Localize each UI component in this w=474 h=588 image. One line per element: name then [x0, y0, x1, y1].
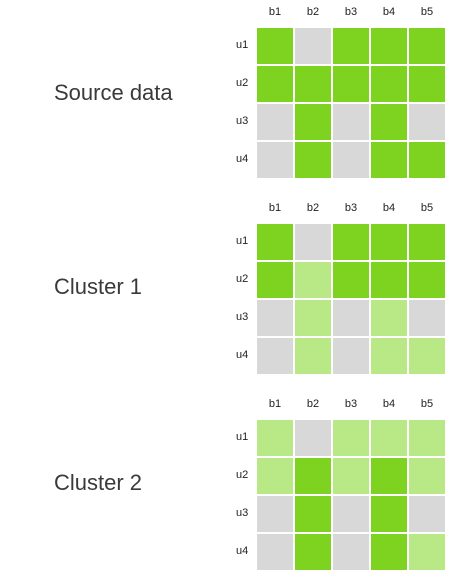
- matrix-cell: [371, 496, 407, 532]
- matrix-cell: [333, 338, 369, 374]
- matrix-cell: [371, 224, 407, 260]
- matrix-cell: [295, 104, 331, 140]
- row-header: u4: [236, 545, 249, 557]
- matrix-cell: [295, 534, 331, 570]
- matrix-cell: [333, 142, 369, 178]
- column-header: b2: [306, 202, 320, 214]
- matrix-cell: [409, 420, 445, 456]
- matrix-cell: [295, 300, 331, 336]
- matrix-cell: [371, 300, 407, 336]
- column-header: b4: [382, 398, 396, 410]
- row-header: u3: [236, 507, 249, 519]
- matrix-cell: [257, 224, 293, 260]
- column-header: b3: [344, 398, 358, 410]
- matrix-cell: [409, 458, 445, 494]
- matrix-cell: [409, 28, 445, 64]
- matrix-cell: [333, 534, 369, 570]
- row-header: u4: [236, 349, 249, 361]
- matrix-cell: [257, 262, 293, 298]
- row-header: u4: [236, 153, 249, 165]
- matrix-cell: [295, 28, 331, 64]
- matrix-cell: [409, 496, 445, 532]
- matrix-cell: [409, 300, 445, 336]
- matrix-cell: [295, 338, 331, 374]
- matrix-cell: [257, 142, 293, 178]
- matrix-cell: [257, 534, 293, 570]
- matrix-cell: [333, 104, 369, 140]
- matrix-cell: [257, 458, 293, 494]
- panel-1: Source data b1 b2 b3 b4 b5 u1 u2 u3 u4: [0, 6, 474, 196]
- row-header: u2: [236, 77, 249, 89]
- matrix-cell: [371, 534, 407, 570]
- column-header: b3: [344, 6, 358, 18]
- matrix-cell: [409, 104, 445, 140]
- matrix-cell: [295, 224, 331, 260]
- panel-label: Cluster 2: [54, 470, 143, 495]
- matrix-cell: [371, 66, 407, 102]
- column-header: b4: [382, 202, 396, 214]
- matrix-cell: [409, 338, 445, 374]
- column-header: b4: [382, 6, 396, 18]
- matrix-cell: [409, 224, 445, 260]
- panel-2: Cluster 1 b1 b2 b3 b4 b5 u1 u2 u3 u4: [0, 202, 474, 392]
- matrix-cell: [257, 338, 293, 374]
- matrix-cell: [257, 496, 293, 532]
- matrix-cell: [409, 534, 445, 570]
- matrix-cell: [333, 300, 369, 336]
- matrix-cell: [257, 28, 293, 64]
- matrix-cell: [295, 66, 331, 102]
- row-header: u1: [236, 39, 249, 51]
- matrix-cell: [333, 458, 369, 494]
- matrix-cell: [295, 496, 331, 532]
- matrix-cell: [371, 338, 407, 374]
- column-header: b2: [306, 6, 320, 18]
- matrix-cell: [333, 496, 369, 532]
- matrix-cell: [371, 28, 407, 64]
- column-header: b1: [268, 202, 282, 214]
- row-header: u2: [236, 469, 249, 481]
- row-header: u1: [236, 431, 249, 443]
- matrix-cell: [371, 420, 407, 456]
- row-header: u1: [236, 235, 249, 247]
- matrix-cell: [371, 104, 407, 140]
- column-header: b1: [268, 6, 282, 18]
- matrix-cell: [333, 224, 369, 260]
- matrix-cell: [333, 420, 369, 456]
- matrix-cell: [295, 458, 331, 494]
- column-header: b1: [268, 398, 282, 410]
- matrix-cell: [371, 142, 407, 178]
- column-header: b5: [420, 6, 434, 18]
- matrix-cell: [295, 142, 331, 178]
- column-header: b5: [420, 202, 434, 214]
- matrix-cell: [371, 262, 407, 298]
- matrix-cell: [333, 28, 369, 64]
- matrix-cell: [257, 66, 293, 102]
- matrix-cell: [409, 66, 445, 102]
- column-header: b2: [306, 398, 320, 410]
- panel-3: Cluster 2 b1 b2 b3 b4 b5 u1 u2 u3 u4: [0, 398, 474, 588]
- matrix-cell: [295, 262, 331, 298]
- column-header: b5: [420, 398, 434, 410]
- matrix-cell: [257, 420, 293, 456]
- matrix-cell: [257, 300, 293, 336]
- matrix-cell: [295, 420, 331, 456]
- matrix-cell: [409, 262, 445, 298]
- matrix-cell: [333, 66, 369, 102]
- panel-label: Cluster 1: [54, 274, 143, 299]
- matrix-cell: [371, 458, 407, 494]
- row-header: u2: [236, 273, 249, 285]
- matrix-cell: [333, 262, 369, 298]
- matrix-cell: [257, 104, 293, 140]
- matrix-cell: [409, 142, 445, 178]
- column-header: b3: [344, 202, 358, 214]
- row-header: u3: [236, 115, 249, 127]
- row-header: u3: [236, 311, 249, 323]
- panel-label: Source data: [54, 80, 173, 105]
